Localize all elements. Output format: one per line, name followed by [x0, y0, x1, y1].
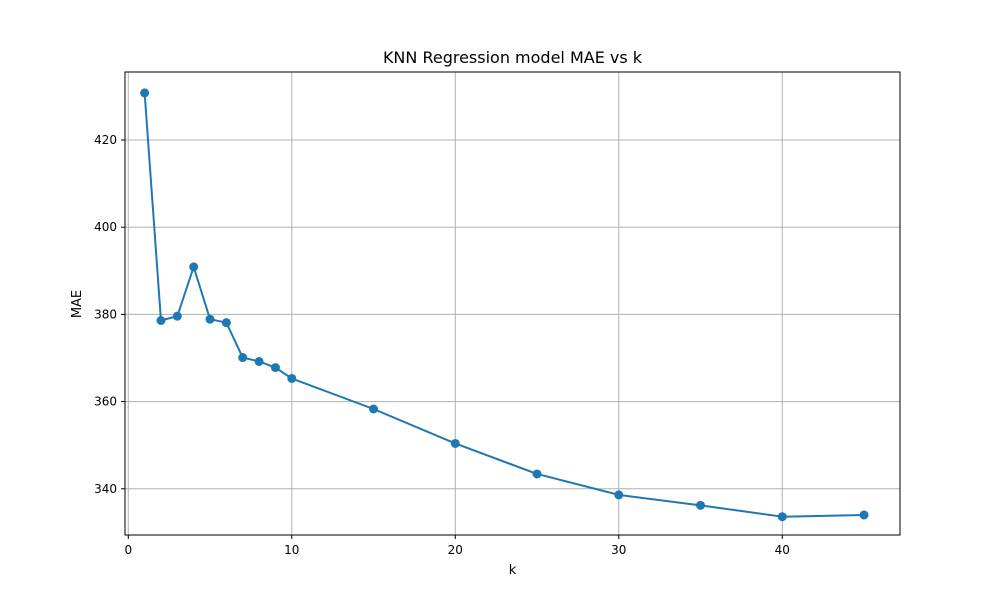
x-tick-label: 40	[775, 543, 790, 557]
data-point	[450, 438, 460, 448]
data-point	[287, 373, 297, 383]
x-tick-label: 10	[284, 543, 299, 557]
data-point	[369, 404, 379, 414]
data-point	[172, 311, 182, 321]
y-tick-label: 360	[94, 395, 117, 409]
data-point	[859, 510, 869, 520]
grid-lines	[125, 72, 900, 535]
x-tick-label: 30	[611, 543, 626, 557]
data-point	[270, 363, 280, 373]
data-point	[696, 500, 706, 510]
y-axis-label: MAE	[70, 290, 85, 318]
y-tick-labels: 340 360 380 400 420	[94, 133, 117, 496]
data-point	[140, 88, 150, 98]
data-point	[189, 262, 199, 272]
series-line	[143, 92, 865, 518]
y-tick-label: 380	[94, 307, 117, 321]
axis-ticks	[121, 139, 783, 539]
data-point	[238, 353, 248, 363]
data-point	[221, 318, 231, 328]
data-point	[614, 490, 624, 500]
x-tick-label: 20	[448, 543, 463, 557]
series-layer	[140, 88, 869, 522]
y-tick-label: 400	[94, 220, 117, 234]
data-point	[532, 469, 542, 479]
y-tick-label: 340	[94, 482, 117, 496]
y-tick-label: 420	[94, 133, 117, 147]
data-point	[205, 314, 215, 324]
chart-title: KNN Regression model MAE vs k	[383, 48, 643, 67]
plot-area-frame	[124, 71, 901, 536]
x-tick-labels: 0 10 20 30 40	[124, 543, 789, 557]
x-axis-label: k	[509, 563, 517, 578]
data-point	[156, 316, 166, 326]
data-point	[777, 512, 787, 522]
x-tick-label: 0	[124, 543, 132, 557]
data-point	[254, 356, 264, 366]
